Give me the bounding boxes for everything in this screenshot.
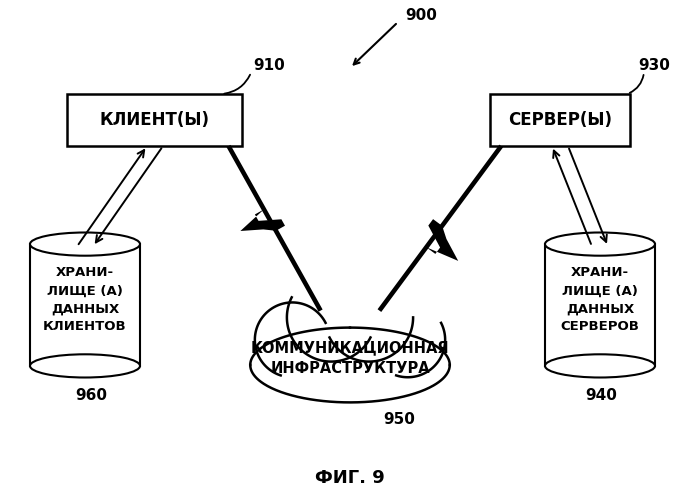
Text: ХРАНИ-
ЛИЩЕ (А)
ДАННЫХ
КЛИЕНТОВ: ХРАНИ- ЛИЩЕ (А) ДАННЫХ КЛИЕНТОВ	[43, 266, 127, 334]
Text: СЕРВЕР(Ы): СЕРВЕР(Ы)	[508, 111, 612, 129]
Circle shape	[370, 302, 445, 377]
Bar	[30, 244, 140, 366]
Text: КОММУНИКАЦИОННАЯ
ИНФРАСТРУКТУРА: КОММУНИКАЦИОННАЯ ИНФРАСТРУКТУРА	[251, 340, 449, 376]
Bar	[490, 94, 630, 146]
Polygon shape	[240, 210, 285, 231]
Circle shape	[287, 273, 375, 362]
Text: ФИГ. 9: ФИГ. 9	[315, 469, 385, 487]
Text: 910: 910	[253, 58, 285, 73]
Ellipse shape	[545, 232, 655, 256]
Text: 950: 950	[384, 412, 415, 427]
Ellipse shape	[250, 328, 450, 402]
Ellipse shape	[30, 232, 140, 256]
Ellipse shape	[545, 354, 655, 378]
Ellipse shape	[30, 354, 140, 378]
Text: 940: 940	[585, 388, 617, 403]
Text: КЛИЕНТ(Ы): КЛИЕНТ(Ы)	[100, 111, 210, 129]
Bar	[68, 94, 243, 146]
Polygon shape	[426, 219, 458, 261]
Text: 900: 900	[405, 8, 437, 24]
Text: 960: 960	[75, 388, 107, 403]
Bar	[545, 244, 655, 366]
Text: 930: 930	[638, 58, 670, 73]
Circle shape	[255, 302, 330, 377]
Text: ХРАНИ-
ЛИЩЕ (А)
ДАННЫХ
СЕРВЕРОВ: ХРАНИ- ЛИЩЕ (А) ДАННЫХ СЕРВЕРОВ	[560, 266, 639, 334]
Circle shape	[325, 273, 413, 362]
